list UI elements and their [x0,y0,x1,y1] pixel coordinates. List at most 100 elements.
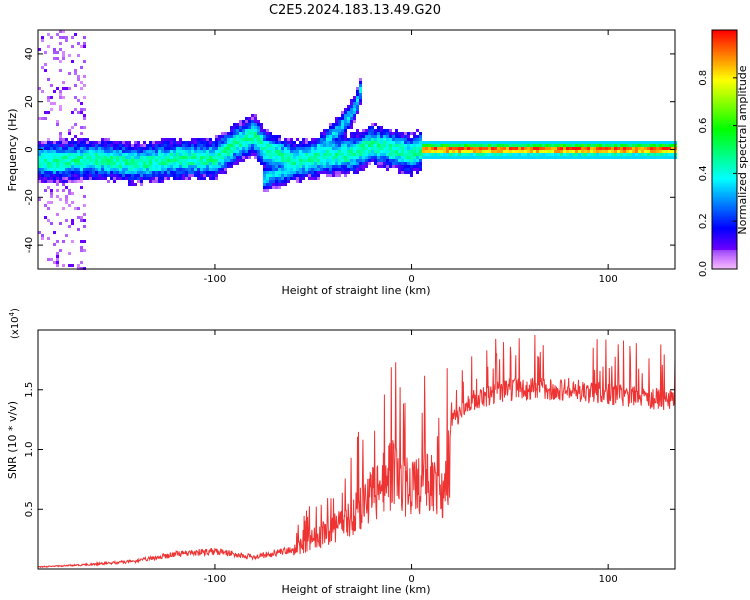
spectrogram-cell [326,156,329,159]
spectrogram-cell [407,159,410,162]
spectrogram-cell [392,156,395,159]
spectrogram-cell [89,141,92,144]
spectrogram-cell [179,141,182,144]
spectrogram-cell [143,174,146,177]
spectrogram-cell [185,156,188,159]
colorbar-band [712,132,737,134]
spectrogram-cell [635,147,638,150]
colorbar-band [712,267,737,269]
spectrogram-cell [38,153,41,156]
spectrogram-cell [107,171,110,174]
spectrogram-cell [119,153,122,156]
spectrogram-cell [275,135,278,138]
spectrogram-cell [209,144,212,147]
spectrogram-cell [44,189,47,192]
spectrogram-cell [236,123,239,126]
spectrogram-cell [62,81,65,84]
spectrogram-cell [215,168,218,171]
spectrogram-cell [215,135,218,138]
spectrogram-cell [182,162,185,165]
spectrogram-cell [371,147,374,150]
colorbar-band [712,174,737,176]
spectrogram-cell [278,156,281,159]
spectrogram-cell [413,150,416,153]
spectrogram-cell [251,129,254,132]
spectrogram-cell [401,168,404,171]
spectrogram-cell [281,147,284,150]
spectrogram-cell [509,156,512,159]
spectrogram-cell [332,129,335,132]
spectrogram-cell [206,144,209,147]
spectrogram-cell [197,174,200,177]
spectrogram-cell [614,141,617,144]
spectrogram-cell [125,153,128,156]
spectrogram-cell [617,156,620,159]
spectrogram-cell [245,144,248,147]
spectrogram-cell [83,249,86,252]
spectrogram-cell [251,147,254,150]
spectrogram-cell [185,147,188,150]
spectrogram-cell [74,144,77,147]
spectrogram-cell [71,36,74,39]
spectrogram-cell [209,168,212,171]
spectrogram-cell [77,168,80,171]
spectrogram-cell [395,153,398,156]
colorbar-band [712,83,737,85]
spectrogram-cell [557,150,560,153]
spectrogram-cell [644,147,647,150]
spectrogram-cell [431,141,434,144]
spectrogram-cell [662,144,665,147]
spectrogram-cell [224,153,227,156]
spectrogram-cell [416,135,419,138]
spectrogram-cell [317,141,320,144]
spectrogram-cell [254,132,257,135]
spectrogram-cell [347,138,350,141]
spectrogram-cell [110,174,113,177]
spectrogram-cell [287,147,290,150]
spectrogram-cell [404,144,407,147]
colorbar-band [712,176,737,178]
spectrogram-cell [263,150,266,153]
spectrogram-cell [218,138,221,141]
spectrogram-cell [656,150,659,153]
spectrogram-cell [206,147,209,150]
spectrogram-cell [374,132,377,135]
spectrogram-cell [536,153,539,156]
spectrogram-cell [98,174,101,177]
spectrogram-cell [47,219,50,222]
spectrogram-cell [326,138,329,141]
spectrogram-cell [95,171,98,174]
spectrogram-cell [413,168,416,171]
spectrogram-cell [488,153,491,156]
colorbar-band [712,164,737,166]
spectrogram-cell [194,156,197,159]
spectrogram-cell [146,147,149,150]
spectrogram-cell [284,159,287,162]
spectrogram-cell [191,165,194,168]
spectrogram-cell [164,144,167,147]
spectrogram-cell [338,147,341,150]
spectrogram-cell [245,141,248,144]
spectrogram-cell [308,159,311,162]
spectrogram-cell [47,45,50,48]
spectrogram-cell [356,105,359,108]
spectrogram-cell [272,174,275,177]
spectrogram-cell [278,180,281,183]
spectrogram-cell [419,132,422,135]
spectrogram-cell [152,171,155,174]
spectrogram-cell [272,135,275,138]
spectrogram-cell [314,174,317,177]
spectrogram-cell [251,153,254,156]
spectrogram-cell [356,111,359,114]
spectrogram-cell [71,150,74,153]
spectrogram-cell [254,123,257,126]
spectrogram-cell [332,138,335,141]
spectrogram-cell [113,144,116,147]
spectrogram-cell [311,156,314,159]
y-tick-label: 20 [24,95,35,108]
spectrogram-cell [308,147,311,150]
colorbar-band [712,71,737,73]
spectrogram-cell [200,159,203,162]
spectrogram-cell [260,153,263,156]
spectrogram-cell [248,141,251,144]
